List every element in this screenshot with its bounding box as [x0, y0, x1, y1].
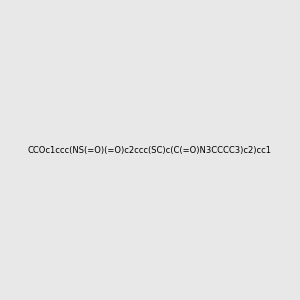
- Text: CCOc1ccc(NS(=O)(=O)c2ccc(SC)c(C(=O)N3CCCC3)c2)cc1: CCOc1ccc(NS(=O)(=O)c2ccc(SC)c(C(=O)N3CCC…: [28, 146, 272, 154]
